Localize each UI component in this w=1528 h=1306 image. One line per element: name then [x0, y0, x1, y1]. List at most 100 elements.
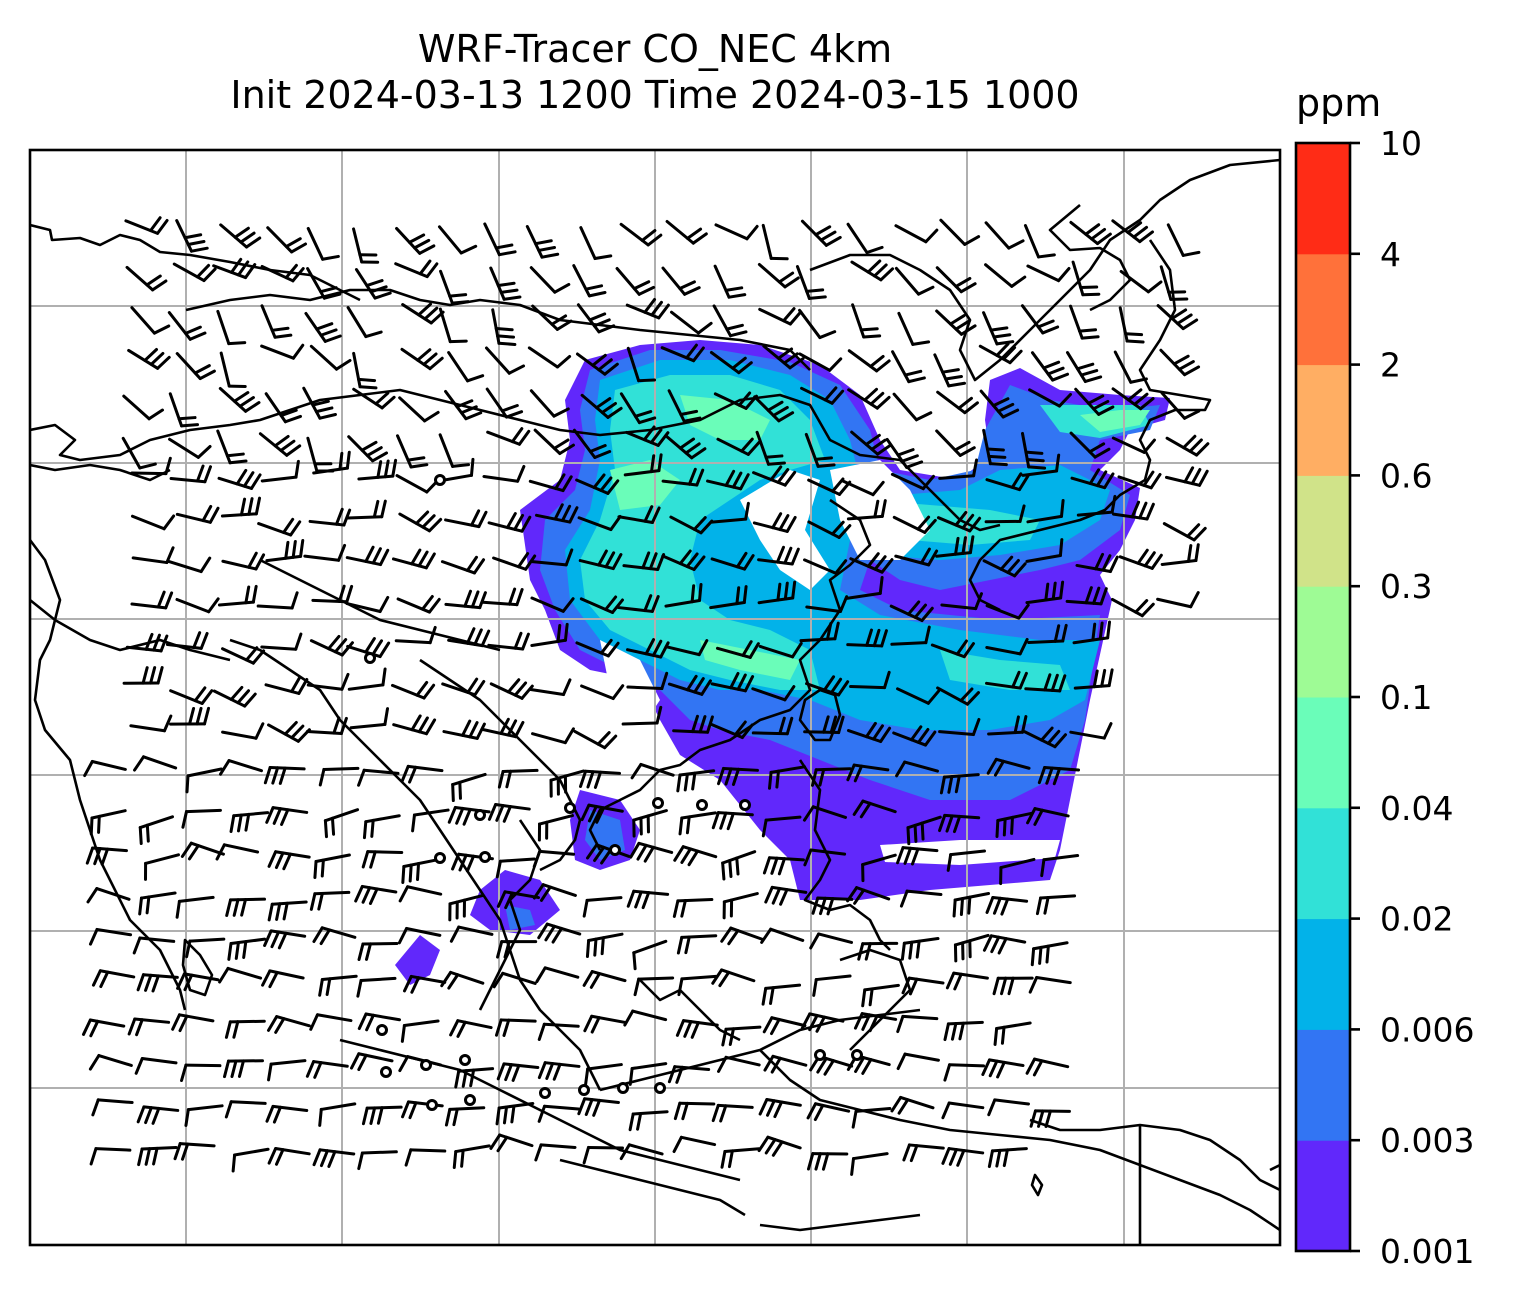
wind-barb [528, 473, 573, 493]
wind-barb [311, 584, 354, 604]
wind-barb [849, 670, 891, 690]
wind-barb [216, 309, 247, 346]
wind-barb [400, 764, 444, 784]
wind-barb [180, 841, 225, 861]
colorbar-tick-label: 2 [1380, 346, 1401, 385]
wind-barb [1111, 436, 1156, 454]
tracer-level-5-b [610, 460, 680, 510]
wind-barb [758, 1098, 802, 1119]
wind-barb [171, 1013, 215, 1033]
wind-barb [987, 715, 1028, 736]
wind-barb [487, 512, 532, 533]
wind-barb [537, 1104, 580, 1123]
wind-barb [309, 634, 354, 657]
wind-barb [575, 352, 619, 376]
wind-barb [985, 896, 1029, 916]
wind-barb [1160, 543, 1200, 566]
wind-barb [935, 429, 976, 457]
wind-barb [312, 1148, 356, 1168]
wind-barb [496, 890, 541, 910]
wind-barb [312, 450, 351, 475]
wind-barb [889, 600, 934, 623]
wind-barb [982, 555, 1027, 578]
wind-barb [489, 266, 522, 301]
wind-barb [480, 717, 525, 739]
wind-barb [1160, 391, 1201, 420]
wind-barb [993, 1021, 1032, 1046]
wind-barb [267, 721, 311, 743]
wind-barb [1119, 269, 1163, 294]
wind-barb [1029, 1109, 1071, 1128]
wind-barb [137, 1146, 178, 1167]
wind-barb [798, 352, 843, 372]
wind-barb [489, 678, 534, 700]
wind-barb [992, 976, 1034, 996]
wind-barb [625, 298, 670, 320]
wind-barb [846, 628, 888, 648]
wind-barb [953, 933, 990, 963]
wind-barb [261, 969, 305, 989]
wind-barb [628, 1062, 668, 1086]
wind-barb [981, 1058, 1025, 1079]
wind-barb [125, 265, 168, 292]
wind-barb [306, 267, 342, 300]
wind-barb [584, 1063, 623, 1087]
wind-barb [532, 883, 577, 902]
wind-barb [812, 974, 852, 997]
wind-barb [897, 311, 931, 346]
wind-barb [709, 720, 754, 740]
wind-barb [751, 716, 794, 736]
wind-barb [215, 843, 260, 861]
wind-barb [495, 1102, 535, 1126]
wind-barb [529, 389, 570, 418]
wind-barb [439, 269, 470, 305]
colorbar-segments [1296, 143, 1350, 1252]
wind-barb [127, 1017, 171, 1037]
wind-barb [184, 1104, 224, 1127]
wind-barb [1072, 620, 1112, 645]
wind-barb [938, 458, 979, 480]
wind-barb [751, 685, 796, 702]
wind-barb [930, 639, 975, 659]
wind-barb [531, 727, 575, 745]
wind-barb [85, 846, 129, 866]
wind-barb [306, 672, 350, 691]
wind-barb [401, 858, 439, 884]
wind-barb [575, 473, 620, 495]
wind-barb [121, 436, 157, 470]
wind-barb [660, 343, 705, 363]
wind-barb [809, 932, 854, 950]
wind-barb [979, 389, 1020, 419]
wind-barb [894, 547, 939, 567]
wind-barb [357, 458, 398, 481]
wind-barb [483, 222, 517, 257]
wind-barb [800, 386, 845, 405]
wind-barb [302, 386, 337, 420]
wind-barb [676, 769, 716, 793]
wind-barb [1076, 494, 1117, 517]
wind-barb [125, 632, 169, 653]
wind-barb [899, 889, 943, 908]
wind-barb [890, 625, 931, 646]
wind-barb [352, 351, 378, 390]
wind-barb [167, 311, 207, 341]
wind-barb [221, 551, 266, 571]
wind-barb [346, 306, 383, 339]
wind-barb [795, 265, 827, 300]
wind-barbs [81, 216, 1210, 1176]
wind-barb [755, 430, 786, 466]
wind-barb [952, 892, 991, 918]
wind-barb [352, 387, 396, 410]
wind-barb [345, 595, 390, 614]
wind-barb [711, 811, 754, 831]
wind-barb [661, 467, 705, 487]
wind-barb [1166, 223, 1201, 257]
wind-barb [891, 350, 926, 384]
wind-barb [1024, 673, 1067, 693]
wind-barb [845, 575, 884, 600]
wind-barb [890, 472, 935, 491]
wind-barb [852, 799, 897, 819]
wind-barb [267, 1146, 311, 1166]
wind-barb [444, 509, 488, 529]
wind-barb [129, 714, 173, 733]
